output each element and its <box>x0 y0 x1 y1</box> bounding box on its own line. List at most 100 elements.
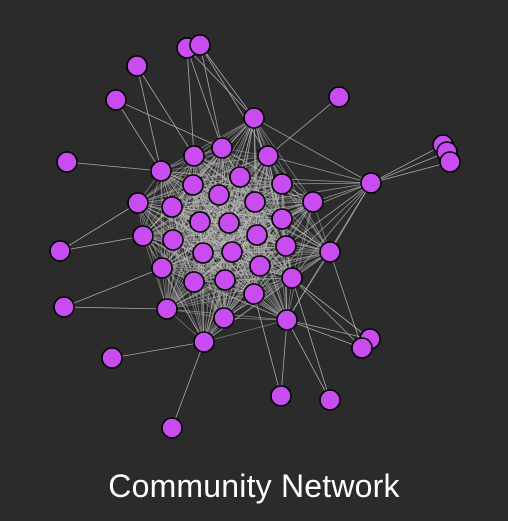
network-node[interactable] <box>211 137 233 159</box>
network-node[interactable] <box>276 309 298 331</box>
core-edge <box>171 176 241 208</box>
network-node-peripheral[interactable] <box>126 55 148 77</box>
network-node[interactable] <box>183 271 205 293</box>
network-node[interactable] <box>151 257 173 279</box>
peripheral-edge <box>199 44 255 119</box>
network-node[interactable] <box>192 242 214 264</box>
hub-edge <box>281 182 372 185</box>
network-node[interactable] <box>244 191 266 213</box>
network-node[interactable] <box>281 267 303 289</box>
network-node[interactable] <box>249 255 271 277</box>
node-layer <box>49 34 461 439</box>
network-node[interactable] <box>271 208 293 230</box>
core-edge <box>286 201 314 321</box>
core-edge <box>193 281 288 321</box>
network-graph-svg <box>49 34 461 439</box>
peripheral-edge <box>280 319 288 397</box>
network-node-peripheral[interactable] <box>351 337 373 359</box>
hub-edge <box>253 117 372 184</box>
core-edge <box>171 201 256 208</box>
network-node[interactable] <box>229 166 251 188</box>
peripheral-edge <box>111 341 205 359</box>
hub-edge <box>281 182 372 220</box>
core-edge <box>256 234 288 321</box>
hub-edge <box>267 155 372 184</box>
network-node[interactable] <box>189 211 211 233</box>
network-node[interactable] <box>319 241 341 263</box>
peripheral-edge <box>66 161 162 172</box>
network-node[interactable] <box>257 145 279 167</box>
core-edge <box>161 265 261 269</box>
peripheral-edge <box>186 47 255 119</box>
peripheral-edge <box>199 44 223 149</box>
network-node[interactable] <box>132 225 154 247</box>
core-edge <box>166 279 226 310</box>
hub-edge <box>239 176 372 184</box>
core-edge <box>161 267 225 319</box>
network-node[interactable] <box>360 172 382 194</box>
network-node[interactable] <box>127 192 149 214</box>
peripheral-edge <box>63 267 163 308</box>
network-node-peripheral[interactable] <box>189 34 211 56</box>
network-node[interactable] <box>213 307 235 329</box>
network-node[interactable] <box>182 174 204 196</box>
peripheral-edge <box>59 202 139 252</box>
network-node[interactable] <box>221 241 243 263</box>
network-node-peripheral[interactable] <box>49 240 71 262</box>
network-node[interactable] <box>162 229 184 251</box>
core-edge <box>193 245 287 283</box>
network-node[interactable] <box>271 173 293 195</box>
peripheral-edge <box>370 161 451 184</box>
core-edge <box>193 117 255 157</box>
network-node[interactable] <box>214 269 236 291</box>
core-edge <box>166 221 201 310</box>
network-node[interactable] <box>156 298 178 320</box>
core-edge <box>203 279 226 343</box>
core-edge <box>166 206 173 310</box>
core-edge <box>223 251 331 319</box>
peripheral-edge <box>136 65 195 157</box>
network-node[interactable] <box>193 331 215 353</box>
peripheral-edge <box>329 251 363 349</box>
core-edge <box>203 319 288 343</box>
peripheral-edge <box>286 319 371 340</box>
core-edge <box>203 277 293 343</box>
core-edge <box>254 201 293 279</box>
network-node[interactable] <box>218 212 240 234</box>
core-edge <box>142 234 258 237</box>
peripheral-edge <box>291 277 363 349</box>
network-node-peripheral[interactable] <box>319 389 341 411</box>
core-edge <box>160 170 163 269</box>
network-node-peripheral[interactable] <box>56 151 78 173</box>
network-node-peripheral[interactable] <box>328 86 350 108</box>
core-edge <box>253 218 283 295</box>
network-node[interactable] <box>302 191 324 213</box>
peripheral-edge <box>291 277 371 340</box>
hub-edge <box>253 182 372 295</box>
network-node-peripheral[interactable] <box>53 296 75 318</box>
network-node[interactable] <box>183 145 205 167</box>
peripheral-edge <box>253 293 282 397</box>
core-edge <box>166 277 293 310</box>
hub-edge <box>285 182 372 247</box>
core-edge <box>160 170 241 178</box>
network-node[interactable] <box>150 160 172 182</box>
peripheral-edge <box>267 96 340 157</box>
network-node-peripheral[interactable] <box>105 89 127 111</box>
peripheral-edge <box>291 277 331 401</box>
network-node[interactable] <box>275 235 297 257</box>
network-node-peripheral[interactable] <box>161 417 183 439</box>
network-node[interactable] <box>208 184 230 206</box>
network-node[interactable] <box>243 107 265 129</box>
core-edge <box>202 252 293 279</box>
network-node-peripheral[interactable] <box>439 151 461 173</box>
network-node[interactable] <box>246 224 268 246</box>
core-edge <box>137 147 223 204</box>
peripheral-edge <box>59 235 144 252</box>
network-node[interactable] <box>243 283 265 305</box>
core-edge <box>203 265 261 343</box>
network-node-peripheral[interactable] <box>101 347 123 369</box>
network-node-peripheral[interactable] <box>270 385 292 407</box>
core-edge <box>160 117 255 172</box>
network-node[interactable] <box>161 196 183 218</box>
